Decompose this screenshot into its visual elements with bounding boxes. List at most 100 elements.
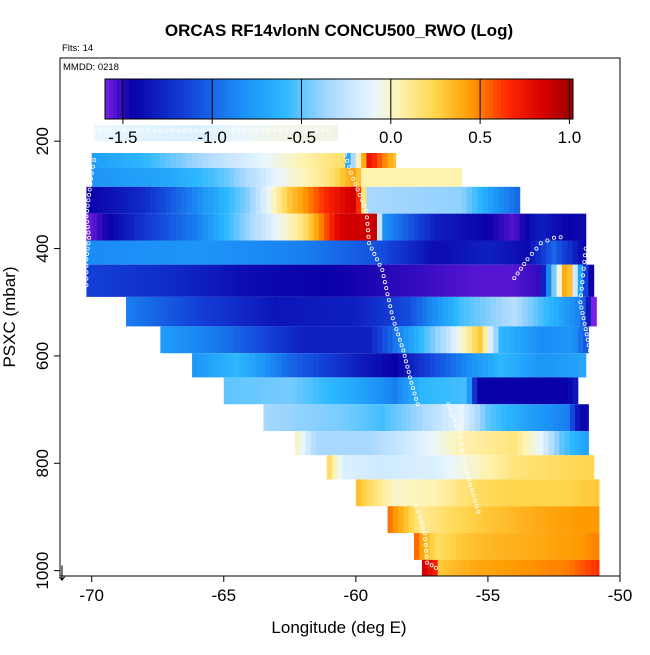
colorbar-cell (245, 79, 250, 119)
colorbar-cell (537, 79, 542, 119)
heatmap-cell-layer-8 (516, 296, 523, 327)
colorbar-cell (425, 79, 430, 119)
heatmap-cell-layer-13 (511, 431, 518, 456)
heatmap-cell-layer-13 (490, 431, 497, 456)
colorbar-cell (401, 79, 406, 119)
heatmap-cell-layer-8 (406, 296, 412, 327)
heatmap-cell-layer-4 (192, 186, 198, 214)
heatmap-cell-layer-4 (287, 186, 294, 214)
heatmap-cell-layer-6 (361, 240, 368, 265)
heatmap-cell-layer-7 (276, 264, 283, 297)
colorbar-cell (433, 79, 438, 119)
heatmap-cell-layer-18 (590, 559, 597, 576)
heatmap-cell-layer-8 (231, 296, 238, 327)
track-marker-2 (84, 263, 89, 268)
heatmap-cell-layer-18 (437, 559, 444, 576)
heatmap-cell-layer-3 (223, 168, 230, 187)
heatmap-cell-layer-5 (155, 213, 161, 241)
heatmap-cell-layer-11 (287, 377, 294, 405)
heatmap-cell-layer-13 (369, 431, 375, 456)
heatmap-cell-layer-12 (353, 404, 360, 432)
heatmap-cell-layer-10 (266, 353, 272, 378)
heatmap-cell-layer-12 (485, 404, 492, 432)
heatmap-cell-layer-2 (266, 153, 272, 169)
track-marker-7 (590, 400, 595, 405)
track-marker-2 (87, 192, 92, 197)
heatmap-cell-layer-9 (292, 326, 299, 354)
heatmap-cell-layer-9 (287, 326, 294, 354)
heatmap-cell-layer-17 (588, 533, 595, 560)
heatmap-cell-layer-7 (413, 264, 420, 297)
track-marker-4 (474, 504, 479, 509)
colorbar-cell (249, 79, 254, 119)
heatmap-cell-layer-9 (540, 326, 547, 354)
track-marker-2 (84, 276, 89, 281)
track-marker-7 (583, 246, 588, 251)
track-marker-4 (470, 488, 475, 493)
heatmap-cell-layer-18 (532, 559, 539, 576)
heatmap-cell-layer-9 (561, 326, 568, 354)
heatmap-cell-layer-7 (255, 264, 262, 297)
heatmap-cell-layer-17 (514, 533, 521, 560)
track-marker-2 (85, 246, 90, 251)
heatmap-cell-layer-10 (466, 353, 473, 378)
heatmap-cell-layer-8 (453, 296, 460, 327)
heatmap-cell-layer-17 (509, 533, 515, 560)
heatmap-cell-layer-17 (556, 533, 563, 560)
heatmap-cell-layer-7 (456, 264, 463, 297)
heatmap-cell-layer-7 (303, 264, 309, 297)
heatmap-cell-layer-5 (308, 213, 315, 241)
heatmap-cell-layer-6 (477, 240, 484, 265)
heatmap-cell-layer-10 (345, 353, 352, 378)
heatmap-cell-layer-13 (374, 431, 381, 456)
heatmap-cell-layer-9 (477, 326, 484, 354)
track-marker-7 (590, 394, 595, 399)
colorbar-tick-label: -1.5 (108, 128, 137, 147)
heatmap-cell-layer-8 (284, 296, 291, 327)
colorbar-cell (133, 79, 138, 119)
heatmap-cell-layer-10 (530, 353, 537, 378)
heatmap-cell-layer-9 (202, 326, 209, 354)
heatmap-cell-layer-15 (440, 479, 447, 507)
heatmap-cell-layer-10 (519, 353, 526, 378)
heatmap-cell-layer-2 (350, 153, 357, 169)
heatmap-cell-layer-10 (408, 353, 415, 378)
heatmap-cell-layer-4 (266, 186, 272, 214)
heatmap-cell-layer-1 (157, 125, 164, 142)
heatmap-cell-layer-5 (366, 213, 373, 241)
heatmap-cell-layer-6 (197, 240, 204, 265)
heatmap-cell-layer-8 (326, 296, 333, 327)
heatmap-cell-layer-5 (540, 213, 547, 241)
heatmap-cell-layer-13 (580, 431, 587, 456)
colorbar-ticks: -1.5 -1.0 -0.5 0.0 0.5 1.0 (108, 79, 581, 147)
track-marker-5 (433, 565, 438, 570)
colorbar-cell (137, 79, 142, 119)
heatmap-cell-layer-6 (118, 240, 124, 265)
heatmap-cell-layer-5 (170, 213, 177, 241)
heatmap-cell-layer-6 (514, 240, 521, 265)
colorbar-cell (217, 79, 222, 119)
heatmap-cell-layer-6 (382, 240, 389, 265)
heatmap-cell-layer-3 (450, 168, 457, 187)
track-marker-4 (454, 423, 459, 428)
track-marker-2 (91, 164, 96, 169)
colorbar-cell (225, 79, 230, 119)
heatmap-cell-layer-10 (551, 353, 558, 378)
heatmap-cell-layer-9 (408, 326, 415, 354)
colorbar-cell (197, 79, 202, 119)
heatmap-cell-layer-5 (482, 213, 489, 241)
heatmap-cell-layer-6 (546, 240, 552, 265)
heatmap-cell-layer-8 (421, 296, 428, 327)
heatmap-cell-layer-6 (355, 240, 362, 265)
heatmap-cell-layer-8 (437, 296, 444, 327)
track-marker-1 (314, 128, 319, 133)
heatmap-cell-layer-6 (186, 240, 193, 265)
heatmap-cell-layer-7 (546, 264, 552, 297)
chart-title: ORCAS RF14vlonN CONCU500_RWO (Log) (165, 21, 513, 40)
heatmap-cell-layer-7 (287, 264, 294, 297)
heatmap-cell-layer-13 (501, 431, 508, 456)
heatmap-cell-layer-13 (453, 431, 460, 456)
heatmap-cell-layer-9 (213, 326, 220, 354)
heatmap-cell-layer-7 (128, 264, 135, 297)
